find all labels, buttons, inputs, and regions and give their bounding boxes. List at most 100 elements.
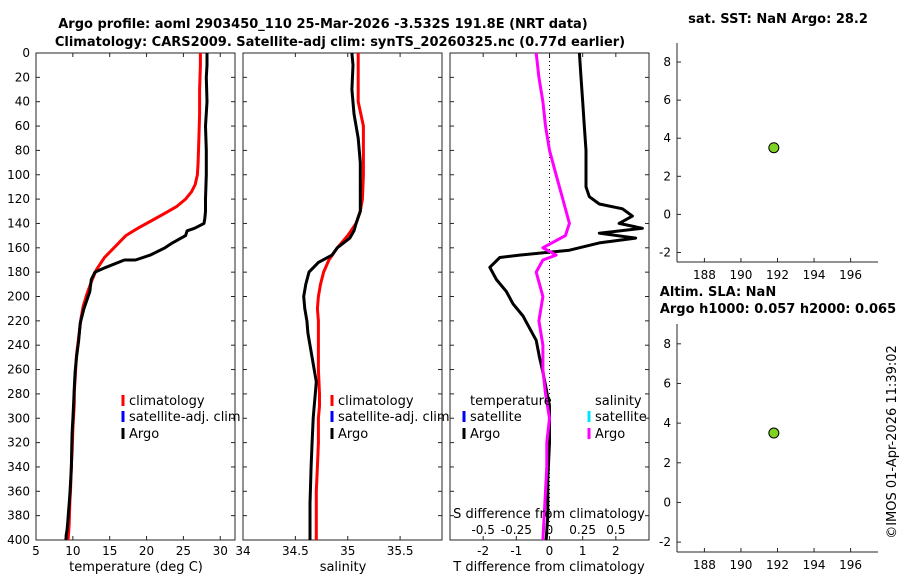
sla-x-tick-label: 190 [730, 558, 753, 572]
sal-tick-label: 34.5 [282, 544, 309, 558]
sla-y-tick-label: -2 [659, 535, 671, 549]
sal-tick-label: 35.5 [387, 544, 414, 558]
sst-x-tick-label: 188 [693, 268, 716, 282]
sal-legend: climatology satellite-adj. clim Argo [330, 394, 450, 442]
diff-s-label: S difference from climatology [453, 507, 645, 522]
sla-y-tick-label: 6 [663, 376, 671, 390]
legend-argo-label: Argo [338, 427, 368, 442]
sal-xlabel: salinity [320, 560, 367, 575]
diff-t-tick-label: -1 [510, 544, 522, 558]
temp-tick-label: 15 [102, 544, 117, 558]
legend-s-argo-label: Argo [595, 427, 625, 442]
main-title-line2: Climatology: CARS2009. Satellite-adj cli… [55, 35, 625, 50]
series-argo [64, 53, 209, 541]
diff-t-tick-label: -2 [477, 544, 489, 558]
temp-tick-label: 30 [213, 544, 228, 558]
diff-s-tick-label: 0 [546, 523, 554, 537]
diff-s-tick-label: -0.25 [501, 523, 532, 537]
sst-argo-point [768, 142, 780, 154]
temp-tick-label: 10 [65, 544, 80, 558]
depth-tick-label: 120 [7, 192, 30, 206]
sst-y-tick-label: 8 [663, 55, 671, 69]
depth-tick-label: 220 [7, 314, 30, 328]
diff-legend: temperature satellite Argo salinity sate… [462, 394, 647, 442]
depth-tick-label: 380 [7, 509, 30, 523]
diff-t-tick-label: 1 [579, 544, 587, 558]
sst-y-tick-label: -2 [659, 245, 671, 259]
sla-argo-point [768, 427, 780, 439]
legend-t-title: temperature [470, 394, 552, 409]
legend-t-sat-label: satellite [470, 410, 522, 425]
temp-tick-label: 25 [176, 544, 191, 558]
depth-tick-label: 240 [7, 338, 30, 352]
temp-tick-label: 5 [32, 544, 40, 558]
legend-sat-label: satellite-adj. clim [338, 410, 450, 425]
diff-panel: -2 -1 0 1 2 -0.5 -0.25 0 0.25 0.5 [471, 52, 644, 558]
sal-axes [242, 52, 443, 541]
sst-x-tick-label: 192 [766, 268, 789, 282]
diff-s-tick-label: 0.25 [569, 523, 596, 537]
sla-y-tick-label: 2 [663, 456, 671, 470]
depth-tick-label: 140 [7, 216, 30, 230]
legend-sat-label: satellite-adj. clim [129, 410, 241, 425]
sla-x-tick-label: 194 [803, 558, 826, 572]
temp-xlabel: temperature (deg C) [69, 560, 203, 575]
sla-x-tick-label: 196 [839, 558, 862, 572]
diff-t-tick-label: 0 [546, 544, 554, 558]
sst-panel: -2 0 2 4 6 8 188 190 192 194 196 [659, 43, 878, 282]
diff-xlabel: T difference from climatology [452, 560, 645, 575]
depth-tick-label: 60 [15, 119, 30, 133]
series-climatology [314, 53, 365, 540]
sla-title-line1: Altim. SLA: NaN [660, 285, 776, 300]
depth-axis: 0 20 40 60 80 100 120 140 160 180 200 220 240 260 280 3… [7, 46, 649, 547]
depth-tick-label: 100 [7, 168, 30, 182]
temp-legend: climatology satellite-adj. clim Argo [121, 394, 241, 442]
legend-t-argo-label: Argo [470, 427, 500, 442]
sst-title: sat. SST: NaN Argo: 28.2 [688, 12, 868, 27]
sla-x-tick-label: 188 [693, 558, 716, 572]
diff-s-tick-label: 0.5 [606, 523, 625, 537]
sla-title-line2: Argo h1000: 0.057 h2000: 0.065 [660, 302, 896, 317]
sla-x-tick-label: 192 [766, 558, 789, 572]
depth-tick-label: 360 [7, 484, 30, 498]
depth-tick-label: 80 [15, 143, 30, 157]
sst-y-tick-label: 6 [663, 93, 671, 107]
sst-x-tick-label: 190 [730, 268, 753, 282]
main-title-line1: Argo profile: aoml 2903450_110 25-Mar-20… [58, 17, 588, 32]
timestamp-vertical: ©IMOS 01-Apr-2026 11:39:02 [885, 345, 900, 539]
diff-s-tick-label: -0.5 [471, 523, 494, 537]
series-argo-t-diff [488, 52, 644, 541]
depth-tick-label: 280 [7, 387, 30, 401]
depth-tick-label: 340 [7, 460, 30, 474]
legend-clim-label: climatology [338, 394, 414, 409]
series-argo-s-diff [534, 52, 571, 541]
legend-clim-label: climatology [129, 394, 205, 409]
depth-tick-label: 160 [7, 241, 30, 255]
temp-tick-label: 20 [139, 544, 154, 558]
depth-tick-label: 40 [15, 95, 30, 109]
depth-tick-label: 260 [7, 363, 30, 377]
sst-x-tick-label: 196 [839, 268, 862, 282]
legend-s-title: salinity [595, 394, 642, 409]
depth-tick-label: 20 [15, 70, 30, 84]
legend-s-sat-label: satellite [595, 410, 647, 425]
sst-y-tick-label: 0 [663, 207, 671, 221]
sal-tick-label: 35 [340, 544, 355, 558]
legend-argo-label: Argo [129, 427, 159, 442]
depth-tick-label: 0 [22, 46, 30, 60]
temp-panel: 5 10 15 20 25 30 [32, 53, 228, 558]
depth-tick-label: 300 [7, 411, 30, 425]
sal-tick-label: 34 [235, 544, 250, 558]
sla-y-tick-label: 0 [663, 495, 671, 509]
sal-panel: 34 34.5 35 35.5 [235, 52, 414, 558]
sst-y-tick-label: 2 [663, 169, 671, 183]
sla-panel: -2 0 2 4 6 8 188 190 192 194 196 [659, 324, 878, 572]
diff-t-tick-label: 2 [612, 544, 620, 558]
sla-y-tick-label: 8 [663, 337, 671, 351]
series-argo [302, 52, 362, 540]
depth-tick-label: 320 [7, 436, 30, 450]
depth-tick-label: 400 [7, 533, 30, 547]
sst-x-tick-label: 194 [803, 268, 826, 282]
depth-tick-label: 180 [7, 265, 30, 279]
